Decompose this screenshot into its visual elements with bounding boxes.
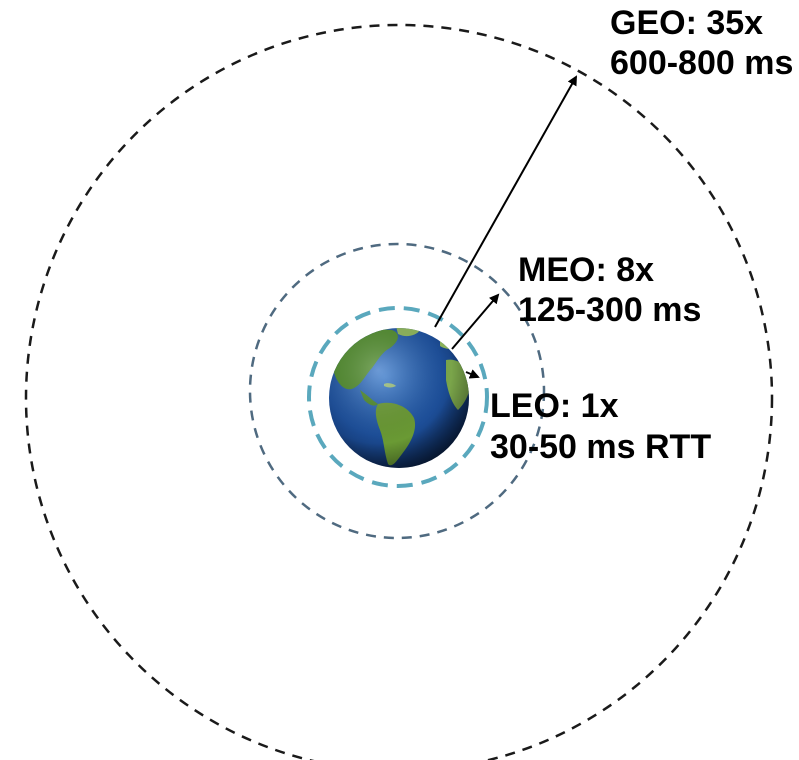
leo-label-name: LEO: 1x bbox=[490, 387, 619, 425]
meo-arrow bbox=[451, 293, 500, 350]
meo-label-latency: 125-300 ms bbox=[518, 291, 701, 329]
earth-icon bbox=[329, 328, 469, 468]
geo-label-name: GEO: 35x bbox=[610, 4, 763, 42]
geo-arrow bbox=[434, 75, 577, 328]
meo-orbit bbox=[248, 242, 546, 540]
leo-orbit bbox=[307, 306, 489, 488]
geo-label-latency: 600-800 ms bbox=[610, 44, 793, 82]
leo-label-latency: 30-50 ms RTT bbox=[490, 428, 711, 466]
geo-orbit bbox=[24, 23, 774, 760]
meo-label-name: MEO: 8x bbox=[518, 251, 654, 289]
leo-arrow bbox=[465, 369, 480, 379]
